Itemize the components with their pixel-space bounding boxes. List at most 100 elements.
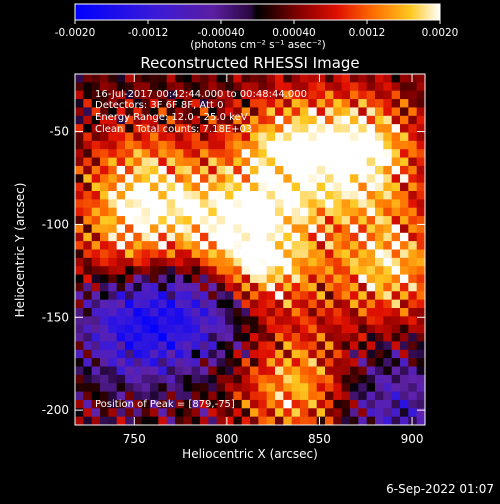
heatmap-cell — [316, 408, 326, 418]
heatmap-cell — [116, 174, 126, 184]
heatmap-cell — [191, 74, 201, 83]
heatmap-cell — [150, 308, 159, 317]
heatmap-cell — [125, 174, 134, 184]
heatmap-cell — [383, 291, 393, 301]
heatmap-cell — [291, 182, 301, 192]
heatmap-cell — [183, 274, 193, 284]
heatmap-cell — [208, 274, 218, 284]
heatmap-cell — [291, 174, 301, 184]
heatmap-cell — [141, 308, 151, 317]
heatmap-cell — [183, 74, 193, 83]
heatmap-cell — [325, 266, 334, 276]
heatmap-cell — [91, 224, 101, 234]
heatmap-cell — [200, 299, 209, 309]
heatmap-cell — [275, 416, 284, 425]
heatmap-cell — [408, 266, 418, 276]
heatmap-cell — [266, 182, 276, 192]
heatmap-cell — [408, 157, 418, 167]
heatmap-cell — [350, 266, 359, 276]
heatmap-cell — [133, 366, 143, 376]
heatmap-cell — [266, 274, 276, 284]
heatmap-cell — [158, 391, 168, 401]
heatmap-cell — [175, 82, 184, 92]
heatmap-cell — [250, 349, 259, 359]
heatmap-cell — [325, 207, 334, 217]
heatmap-cell — [391, 399, 401, 409]
heatmap-cell — [350, 282, 359, 292]
heatmap-cell — [316, 383, 326, 393]
heatmap-cell — [158, 316, 168, 326]
heatmap-cell — [91, 416, 101, 425]
heatmap-cell — [191, 165, 201, 175]
heatmap-cell — [108, 140, 118, 150]
heatmap-cell — [158, 408, 168, 418]
heatmap-cell — [200, 232, 209, 242]
heatmap-cell — [208, 241, 218, 251]
heatmap-cell — [108, 157, 118, 167]
heatmap-cell — [216, 274, 226, 284]
heatmap-cell — [141, 132, 151, 142]
heatmap-cell — [366, 191, 376, 200]
heatmap-cell — [316, 232, 326, 242]
heatmap-cell — [308, 241, 318, 251]
heatmap-cell — [258, 199, 268, 209]
heatmap-cell — [116, 207, 126, 217]
heatmap-cell — [133, 90, 143, 100]
heatmap-cell — [325, 157, 334, 167]
heatmap-cell — [158, 232, 168, 242]
heatmap-cell — [416, 199, 425, 209]
heatmap-cell — [375, 333, 384, 343]
heatmap-cell — [275, 274, 284, 284]
heatmap-cell — [183, 182, 193, 192]
heatmap-cell — [350, 333, 359, 343]
heatmap-cell — [225, 308, 234, 317]
heatmap-cell — [408, 291, 418, 301]
heatmap-cell — [116, 366, 126, 376]
heatmap-cell — [416, 291, 425, 301]
heatmap-cell — [183, 115, 193, 125]
heatmap-cell — [408, 74, 418, 83]
heatmap-cell — [116, 299, 126, 309]
heatmap-cell — [283, 224, 293, 234]
heatmap-cell — [166, 399, 176, 409]
heatmap-cell — [225, 316, 234, 326]
heatmap-cell — [241, 391, 251, 401]
heatmap-cell — [250, 366, 259, 376]
heatmap-cell — [375, 232, 384, 242]
heatmap-cell — [350, 349, 359, 359]
heatmap-cell — [141, 149, 151, 159]
heatmap-cell — [400, 232, 409, 242]
heatmap-cell — [233, 199, 243, 209]
plot-area: 750 800 850 900-50-100-150-200 — [42, 73, 426, 446]
heatmap-cell — [175, 374, 184, 384]
heatmap-cell — [266, 324, 276, 334]
heatmap-cell — [333, 399, 343, 409]
heatmap-cell — [283, 157, 293, 167]
heatmap-cell — [366, 99, 376, 109]
heatmap-cell — [258, 115, 268, 125]
heatmap-cell — [200, 224, 209, 234]
heatmap-cell — [216, 82, 226, 92]
heatmap-cell — [191, 316, 201, 326]
x-tick-label: 750 — [123, 432, 146, 446]
heatmap-cell — [208, 107, 218, 117]
heatmap-cell — [325, 191, 334, 200]
heatmap-cell — [150, 157, 159, 167]
heatmap-cell — [250, 165, 259, 175]
heatmap-cell — [341, 191, 351, 200]
heatmap-cell — [175, 174, 184, 184]
heatmap-cell — [300, 291, 309, 301]
heatmap-cell — [175, 333, 184, 343]
heatmap-cell — [400, 324, 409, 334]
heatmap-cell — [366, 366, 376, 376]
y-axis-label: Heliocentric Y (arcsec) — [13, 183, 27, 318]
heatmap-cell — [316, 282, 326, 292]
heatmap-cell — [350, 274, 359, 284]
heatmap-cell — [375, 157, 384, 167]
heatmap-cell — [350, 408, 359, 418]
heatmap-cell — [375, 249, 384, 259]
heatmap-cell — [91, 191, 101, 200]
heatmap-cell — [225, 299, 234, 309]
heatmap-cell — [408, 232, 418, 242]
heatmap-cell — [100, 99, 109, 109]
